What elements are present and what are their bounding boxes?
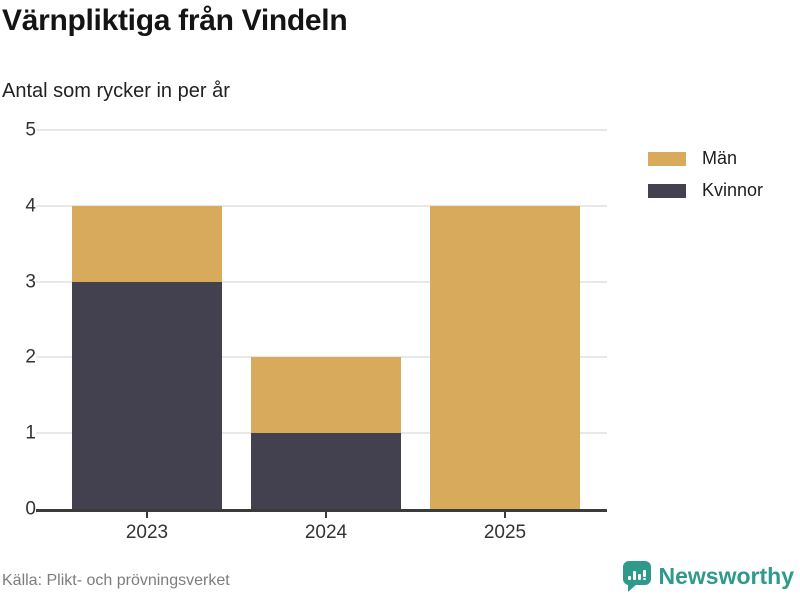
gridline [45,280,607,283]
bar-2025 [430,205,580,509]
bar-chart-speech-bubble-icon [622,561,651,592]
y-tick [36,432,45,435]
x-slot: 2023 [72,512,222,544]
y-tick [36,280,45,283]
y-tick [36,204,45,207]
y-tick-label: 0 [25,498,36,520]
y-tick-label: 3 [25,271,36,293]
legend-row: Män [648,148,763,169]
legend: Män Kvinnor [648,148,763,212]
bar-segment-män [251,357,401,434]
bar-segment-kvinnor [251,433,401,509]
y-tick-label: 1 [25,422,36,444]
x-tick [504,512,506,518]
x-slot: 2024 [251,512,401,544]
source-note: Källa: Plikt- och prövningsverket [2,572,230,589]
speech-bubble-tail [627,584,637,592]
brand-name: Newsworthy [658,563,794,589]
gridline [45,204,607,207]
legend-label: Män [702,148,738,168]
bars-container [45,130,607,509]
x-tick [325,512,327,518]
y-tick-label: 2 [25,346,36,368]
legend-row: Kvinnor [648,180,763,201]
bar-segment-kvinnor [72,281,222,509]
newsworthy-brand: Newsworthy [622,561,794,592]
bar-2024 [251,357,401,509]
gridline [45,129,607,131]
speech-bubble [622,561,651,585]
bar-segment-män [430,205,580,509]
x-tick-label: 2023 [125,522,169,543]
bar-segment-män [72,205,222,282]
x-slot: 2025 [430,512,580,544]
y-tick [36,129,45,131]
bar-2023 [72,205,222,509]
y-tick-label: 4 [25,195,36,217]
legend-swatch [648,183,686,198]
chart-subtitle: Antal som rycker in per år [2,80,230,102]
y-axis-labels: 0 1 2 3 4 5 [0,121,36,519]
x-tick-label: 2024 [304,522,348,543]
y-tick [36,509,45,512]
chart-title: Värnpliktiga från Vindeln [2,4,348,37]
x-tick [146,512,148,518]
plot-area [36,129,607,512]
exclamation-mark [642,570,646,580]
x-axis-labels: 2023 2024 2025 [45,512,607,544]
legend-swatch [648,151,686,166]
y-tick-label: 5 [25,119,36,141]
y-tick [36,356,45,359]
x-tick-label: 2025 [483,522,527,543]
legend-label: Kvinnor [702,180,764,200]
